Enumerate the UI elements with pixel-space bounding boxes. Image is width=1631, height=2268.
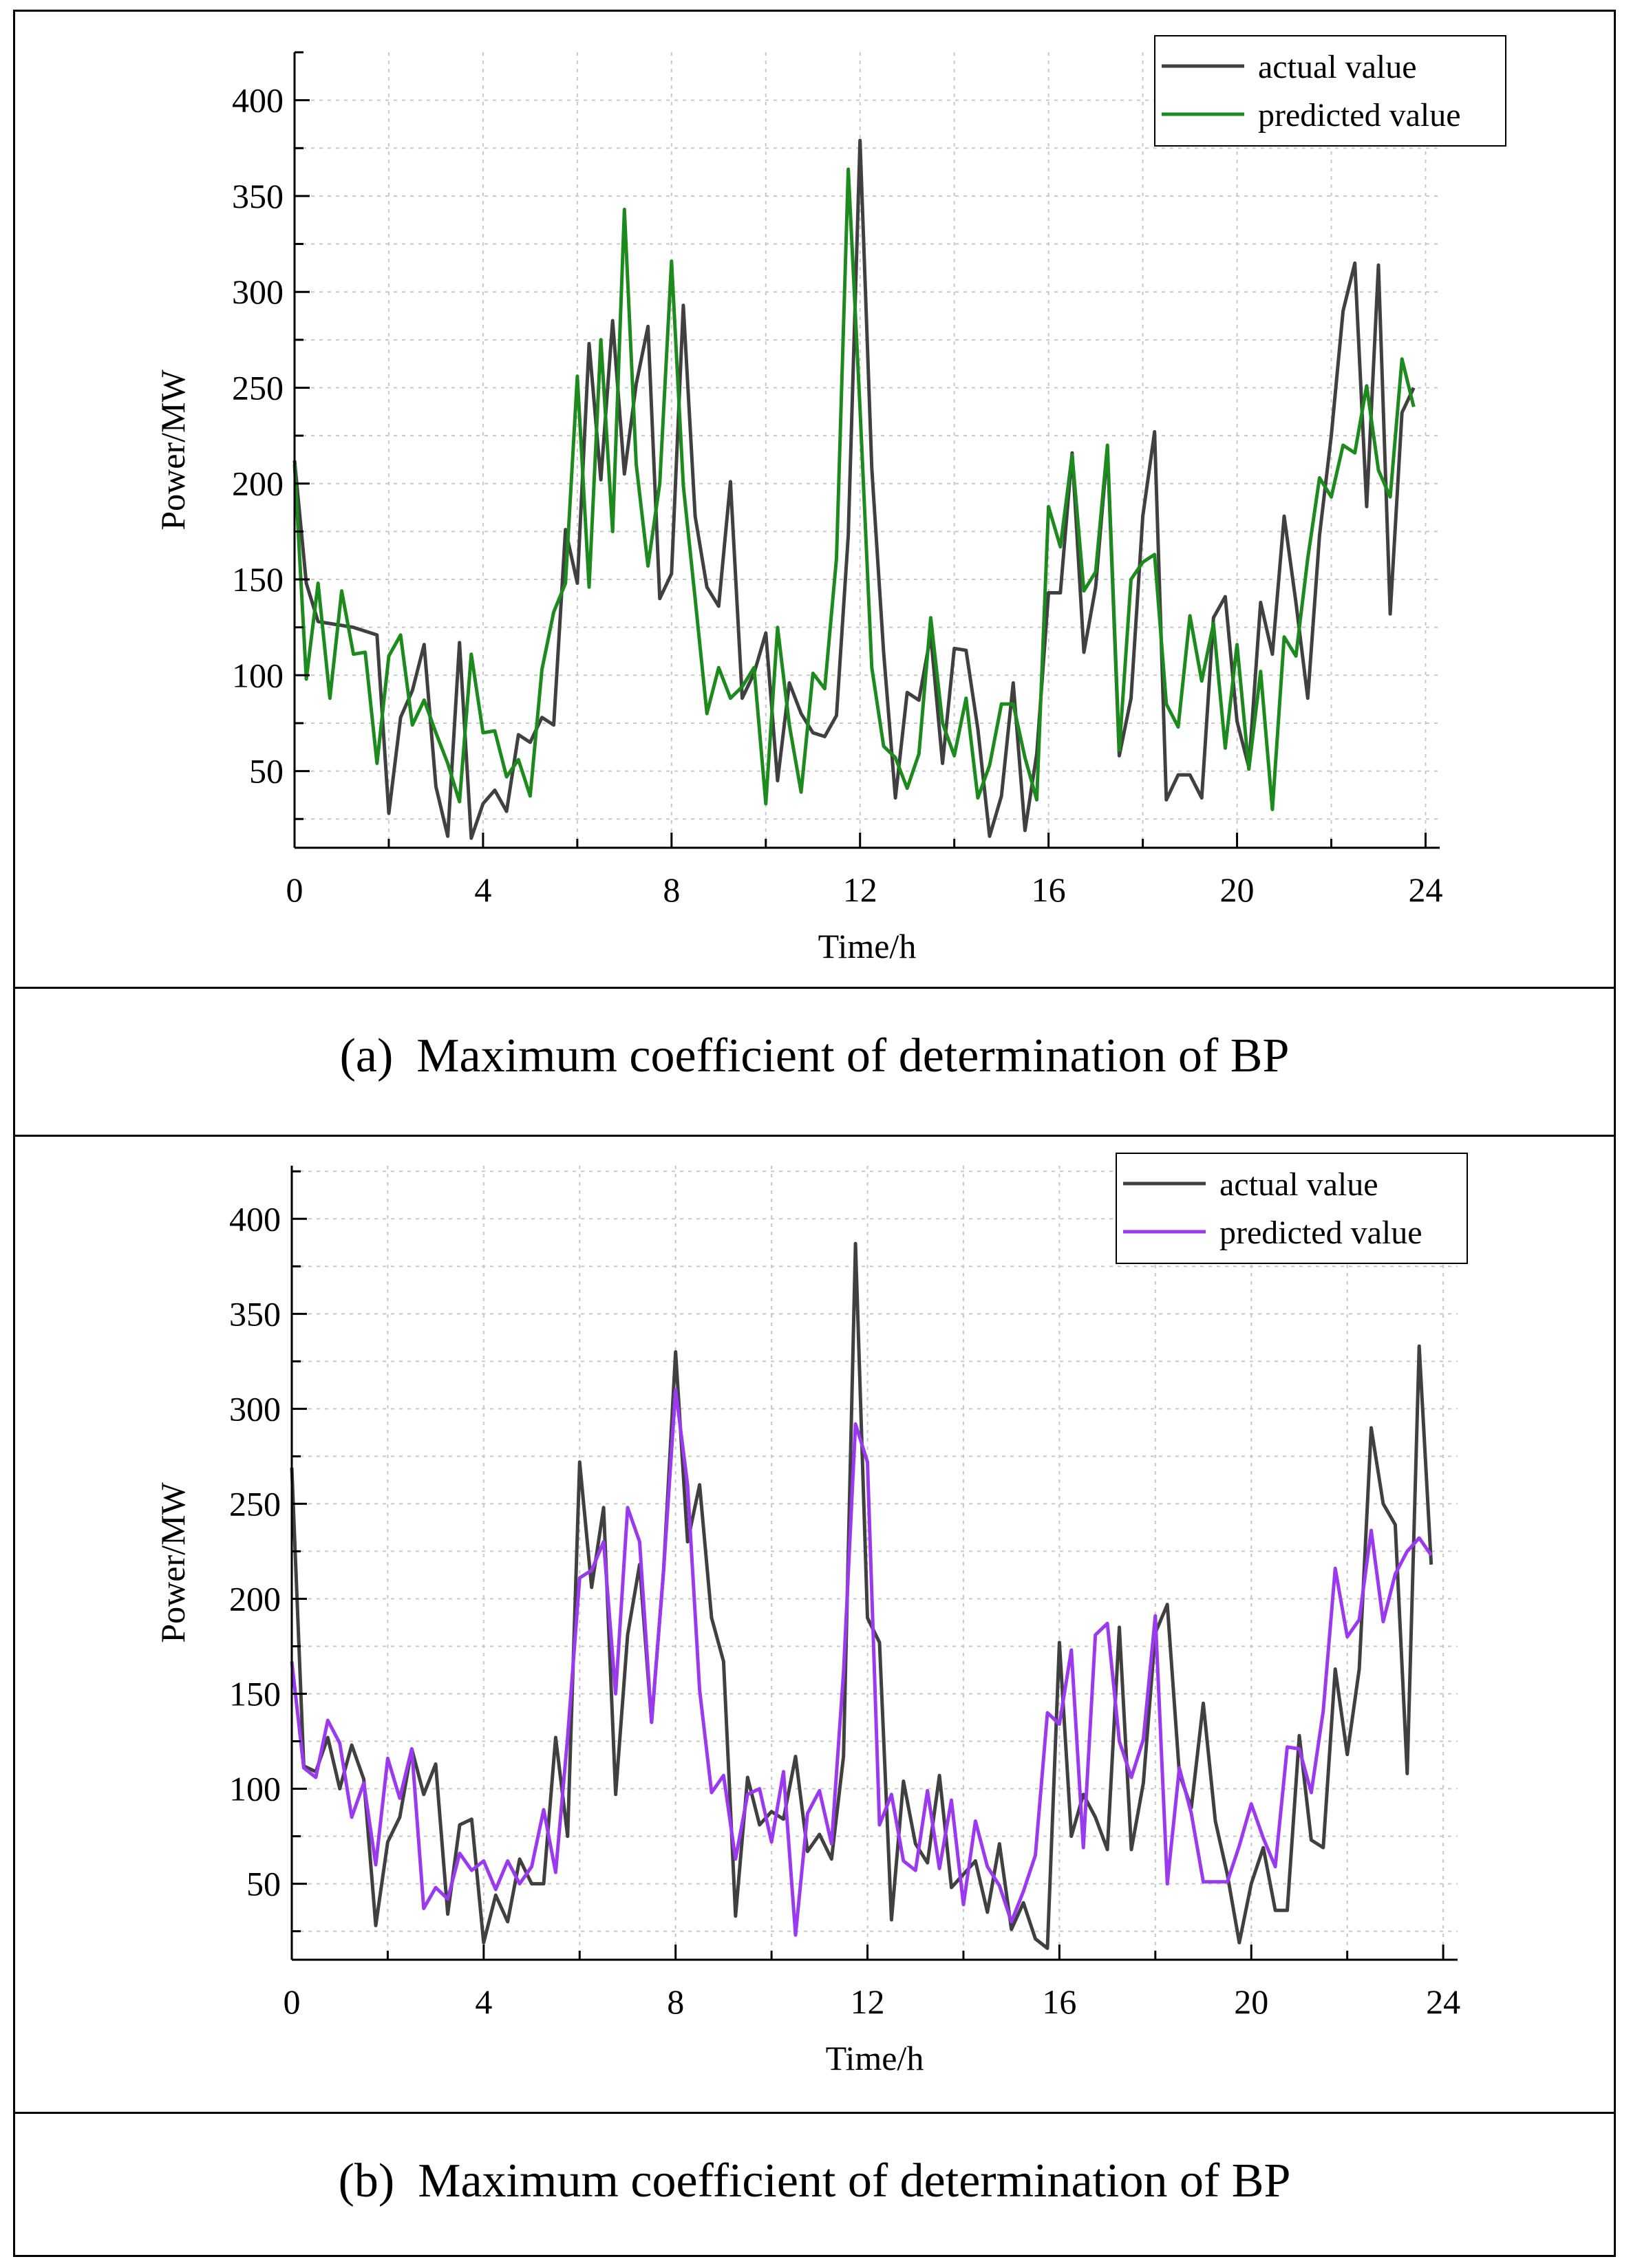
- divider: [13, 2112, 1616, 2114]
- legend-label: actual value: [1258, 49, 1417, 85]
- caption-text: Maximum coefficient of determination of …: [416, 1029, 1290, 1082]
- y-axis-label: Power/MW: [153, 1482, 192, 1643]
- x-tick-label: 24: [1408, 870, 1442, 909]
- x-tick-label: 24: [1426, 1982, 1460, 2021]
- figure-frame: [13, 10, 1616, 2257]
- y-tick-label: 250: [232, 368, 284, 407]
- chart-svg: 0 4 8 12 16 20 24 50 100 150 200 250 300 350 400 Time/h…: [153, 35, 1506, 965]
- legend-label: actual value: [1219, 1166, 1378, 1203]
- x-tick-label: 12: [843, 870, 877, 909]
- legend-label: predicted value: [1219, 1215, 1422, 1251]
- legend-box: [1116, 1153, 1468, 1264]
- x-tick-label: 0: [286, 870, 303, 909]
- y-tick-label: 200: [229, 1579, 281, 1618]
- caption-b: (b) Maximum coefficient of determination …: [13, 2154, 1616, 2209]
- x-tick-label: 16: [1032, 870, 1066, 909]
- y-tick-label: 350: [229, 1294, 281, 1333]
- y-axis-label: Power/MW: [153, 370, 192, 531]
- x-tick-label: 12: [851, 1982, 885, 2021]
- x-tick-label: 8: [667, 1982, 684, 2021]
- x-tick-label: 20: [1234, 1982, 1268, 2021]
- x-tick-label: 0: [284, 1982, 301, 2021]
- chart-panel-a: 0 4 8 12 16 20 24 50 100 150 200 250 300 350 400 Time/h…: [0, 0, 1631, 977]
- caption-label: (b): [338, 2154, 395, 2207]
- legend: actual value predicted value: [1116, 1153, 1468, 1264]
- x-axis-label: Time/h: [818, 927, 917, 965]
- y-tick-label: 350: [232, 177, 284, 215]
- y-tick-label: 100: [232, 656, 284, 694]
- divider: [13, 987, 1616, 989]
- x-tick-label: 8: [663, 870, 680, 909]
- x-axis-label: Time/h: [826, 2039, 924, 2077]
- y-tick-label: 300: [229, 1389, 281, 1428]
- y-tick-label: 50: [246, 1865, 281, 1903]
- legend-label: predicted value: [1258, 97, 1461, 133]
- chart-panel-b: 0 4 8 12 16 20 24 50 100 150 200 250 300 350 400 Time/h…: [0, 1135, 1631, 2112]
- legend: actual value predicted value: [1154, 35, 1506, 147]
- series-line-actual: [290, 1241, 1433, 1950]
- series-line-predicted: [292, 167, 1416, 811]
- y-tick-label: 100: [229, 1770, 281, 1808]
- y-tick-label: 50: [249, 752, 284, 791]
- y-tick-label: 250: [229, 1484, 281, 1523]
- caption-label: (a): [339, 1029, 394, 1082]
- chart-svg: 0 4 8 12 16 20 24 50 100 150 200 250 300 350 400 Time/h…: [153, 1153, 1468, 2077]
- x-tick-label: 4: [474, 870, 491, 909]
- y-tick-label: 400: [229, 1199, 281, 1238]
- x-tick-label: 4: [475, 1982, 492, 2021]
- caption-text: Maximum coefficient of determination of …: [418, 2154, 1291, 2207]
- caption-a: (a) Maximum coefficient of determination …: [13, 1029, 1616, 1084]
- y-tick-label: 200: [232, 464, 284, 503]
- y-tick-label: 150: [232, 560, 284, 599]
- y-tick-label: 400: [232, 81, 284, 120]
- series-line-predicted: [290, 1388, 1433, 1937]
- grid: [292, 1166, 1458, 1960]
- divider: [13, 1135, 1616, 1137]
- y-tick-label: 300: [232, 272, 284, 311]
- legend-box: [1154, 35, 1506, 147]
- x-tick-label: 16: [1042, 1982, 1076, 2021]
- series-line-actual: [292, 138, 1416, 840]
- y-tick-label: 150: [229, 1674, 281, 1713]
- x-tick-label: 20: [1220, 870, 1255, 909]
